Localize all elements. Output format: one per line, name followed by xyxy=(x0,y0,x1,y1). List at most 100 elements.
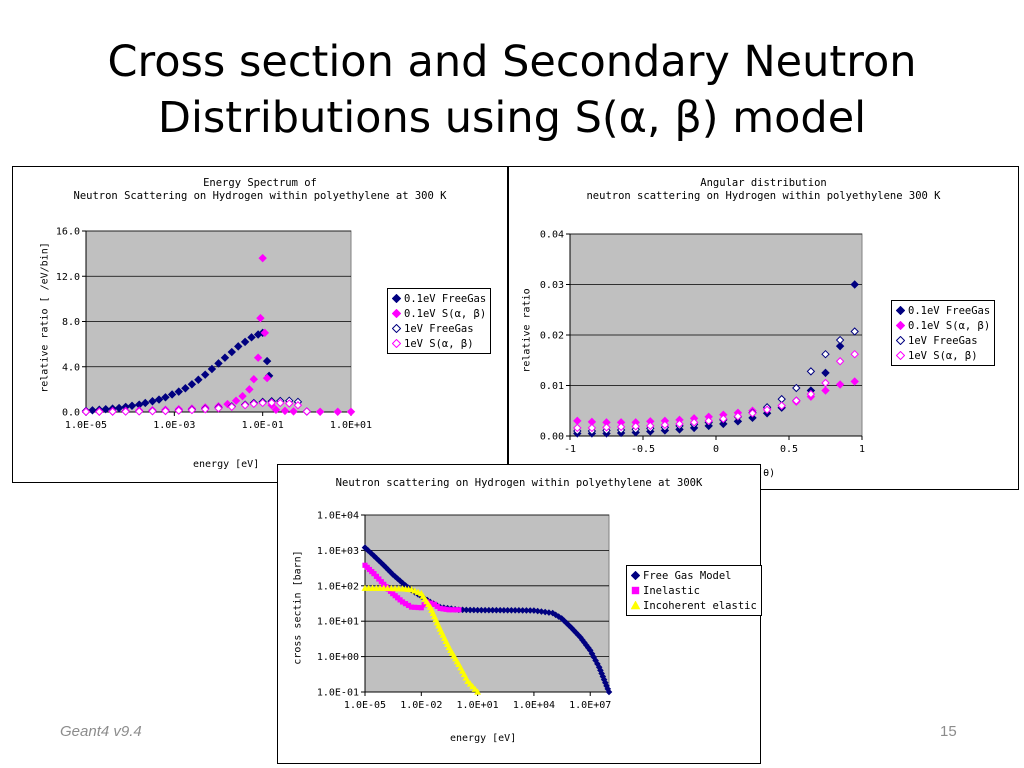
data-point xyxy=(88,406,97,415)
footer-version: Geant4 v9.4 xyxy=(60,723,142,740)
data-point xyxy=(154,395,164,404)
data-point xyxy=(792,396,801,405)
legend-swatch xyxy=(631,601,640,610)
y-tick-label: 0.02 xyxy=(540,331,564,342)
data-point xyxy=(471,685,479,692)
x-tick-label: 1.0E-02 xyxy=(400,700,442,711)
data-point xyxy=(258,398,267,408)
legend: 0.1eV FreeGas 0.1eV S(α, β) 1eV FreeGas 1eV… xyxy=(891,300,996,366)
data-point xyxy=(792,383,801,393)
data-point xyxy=(148,407,157,416)
legend-item: 1eV S(α, β) xyxy=(896,348,990,363)
data-point xyxy=(187,380,197,389)
data-point xyxy=(285,399,294,408)
x-tick-label: -1 xyxy=(564,444,576,455)
legend-swatch xyxy=(392,339,401,348)
data-point xyxy=(530,607,538,614)
chart-title-line2: neutron scattering on Hydrogen within po… xyxy=(586,190,941,202)
legend-item: 1eV FreeGas xyxy=(392,321,486,336)
chart-title-line1: Energy Spectrum of xyxy=(203,177,317,189)
legend-label: 1eV S(α, β) xyxy=(908,349,978,362)
data-point xyxy=(245,385,254,394)
angular-distribution-plot: 0.00 0.01 0.02 0.03 0.04 -1 -0.5 0 0.5 1 xyxy=(540,230,865,456)
x-axis-label: energy [eV] xyxy=(450,733,517,744)
legend-label: Inelastic xyxy=(643,584,700,597)
legend-label: Free Gas Model xyxy=(643,569,732,582)
energy-spectrum-plot: 0.0 4.0 8.0 12.0 16.0 1.0E-05 1.0E-03 1.0E-01 1.… xyxy=(56,227,372,432)
data-point xyxy=(616,422,626,432)
data-point xyxy=(850,280,859,289)
data-point xyxy=(227,402,237,412)
legend-swatch xyxy=(896,321,905,330)
legend-swatch xyxy=(392,309,401,318)
data-point xyxy=(262,356,272,366)
data-point xyxy=(821,349,830,359)
data-point xyxy=(214,404,223,413)
x-tick-label: 0 xyxy=(713,444,719,455)
data-point xyxy=(161,393,170,402)
data-point xyxy=(821,378,830,388)
data-point xyxy=(238,391,247,401)
data-point xyxy=(704,416,713,426)
x-tick-label: 1.0E+04 xyxy=(513,700,555,711)
data-point xyxy=(249,399,259,409)
legend-label: 0.1eV S(α, β) xyxy=(404,307,487,320)
data-point xyxy=(187,405,197,415)
legend-swatch xyxy=(631,571,640,580)
legend-marker xyxy=(896,306,905,315)
slide-title-line1: Cross section and Secondary Neutron xyxy=(107,37,917,87)
data-point xyxy=(174,406,183,415)
data-point xyxy=(456,607,462,613)
data-point xyxy=(414,588,422,595)
legend-item: 1eV FreeGas xyxy=(896,333,990,348)
data-point xyxy=(333,407,342,416)
data-point xyxy=(821,386,830,395)
slide-title: Cross section and Secondary Neutron Dist… xyxy=(0,34,1024,146)
x-tick-label: 1.0E+01 xyxy=(330,420,372,431)
data-point xyxy=(95,407,104,416)
x-tick-label: 1 xyxy=(859,444,865,455)
legend-marker xyxy=(392,294,401,303)
data-point xyxy=(280,406,290,416)
legend-item: 1eV S(α, β) xyxy=(392,336,486,351)
legend-swatch xyxy=(392,294,401,303)
data-point xyxy=(141,398,150,408)
chart-title: Energy Spectrum of Neutron Scattering on… xyxy=(13,177,507,203)
data-point xyxy=(646,421,655,431)
y-tick-label: 8.0 xyxy=(62,317,80,328)
data-point xyxy=(108,407,117,416)
legend-marker xyxy=(631,601,640,610)
data-point xyxy=(835,341,845,351)
data-point xyxy=(240,337,250,347)
data-point xyxy=(469,683,477,690)
series-3 xyxy=(573,349,859,433)
legend-label: 1eV S(α, β) xyxy=(404,337,474,350)
y-tick-label: 0.01 xyxy=(540,381,564,392)
chart-title-line2: Neutron Scattering on Hydrogen within po… xyxy=(73,190,447,202)
legend-marker xyxy=(392,339,401,348)
legend-item: 0.1eV S(α, β) xyxy=(896,318,990,333)
legend-label: 0.1eV FreeGas xyxy=(908,304,991,317)
y-tick-label: 0.03 xyxy=(540,280,564,291)
y-tick-label: 1.0E+01 xyxy=(317,617,359,628)
angular-distribution-chart: Angular distribution neutron scattering … xyxy=(508,166,1019,490)
legend-item: 0.1eV S(α, β) xyxy=(392,306,486,321)
data-point xyxy=(81,407,91,416)
page-number: 15 xyxy=(940,723,957,740)
data-point xyxy=(200,370,210,379)
legend-marker xyxy=(896,321,905,330)
data-point xyxy=(806,389,816,399)
legend-item: 0.1eV FreeGas xyxy=(896,303,990,318)
data-point xyxy=(227,347,237,357)
legend-label: 1eV FreeGas xyxy=(404,322,474,335)
legend: 0.1eV FreeGas 0.1eV S(α, β) 1eV FreeGas 1eV… xyxy=(387,288,492,354)
data-point xyxy=(538,608,545,615)
data-point xyxy=(762,405,772,414)
data-point xyxy=(418,605,424,611)
x-tick-label: 1.0E-05 xyxy=(344,700,386,711)
data-point xyxy=(276,398,285,408)
data-point xyxy=(346,407,356,416)
data-point xyxy=(555,613,562,620)
y-axis-label: relative ratio [ /eV/bin] xyxy=(39,242,51,393)
data-point xyxy=(605,688,613,696)
